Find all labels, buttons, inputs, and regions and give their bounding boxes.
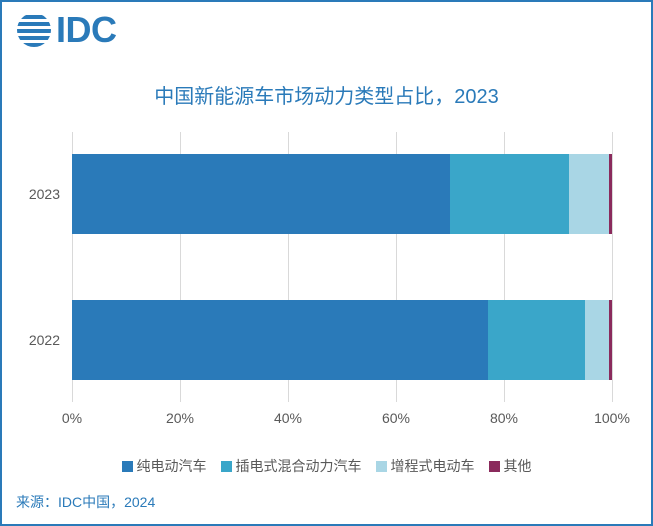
x-axis-tick: 20% (166, 402, 194, 426)
y-axis-label: 2022 (29, 332, 72, 348)
grid-line (612, 132, 613, 402)
legend-item: 增程式电动车 (376, 456, 475, 476)
bar-segment (450, 154, 569, 234)
legend-swatch (122, 461, 133, 472)
bar-segment (585, 300, 609, 380)
y-axis-label: 2023 (29, 186, 72, 202)
legend-item: 其他 (489, 456, 532, 476)
x-axis-tick: 80% (490, 402, 518, 426)
legend-swatch (489, 461, 500, 472)
chart-frame: IDC 中国新能源车市场动力类型占比，2023 0%20%40%60%80%10… (0, 0, 653, 526)
idc-logo: IDC (16, 12, 117, 48)
x-axis-tick: 60% (382, 402, 410, 426)
bar-segment (609, 154, 612, 234)
legend-item: 插电式混合动力汽车 (221, 456, 362, 476)
bar-segment (72, 154, 450, 234)
bar-row (72, 154, 612, 234)
legend-label: 纯电动汽车 (137, 456, 207, 476)
x-axis-tick: 40% (274, 402, 302, 426)
legend-label: 增程式电动车 (391, 456, 475, 476)
chart-plot-area: 0%20%40%60%80%100%20232022 (72, 132, 612, 402)
bar-segment (488, 300, 585, 380)
bar-segment (609, 300, 612, 380)
legend-item: 纯电动汽车 (122, 456, 207, 476)
idc-logo-icon (16, 12, 52, 48)
legend-label: 插电式混合动力汽车 (236, 456, 362, 476)
chart-title: 中国新能源车市场动力类型占比，2023 (2, 80, 651, 109)
legend-swatch (221, 461, 232, 472)
legend-label: 其他 (504, 456, 532, 476)
idc-logo-text: IDC (56, 12, 117, 48)
bar-segment (72, 300, 488, 380)
x-axis-tick: 0% (62, 402, 82, 426)
source-attribution: 来源：IDC中国，2024 (16, 492, 155, 512)
chart-legend: 纯电动汽车 插电式混合动力汽车 增程式电动车 其他 (2, 456, 651, 476)
bar-segment (569, 154, 610, 234)
x-axis-tick: 100% (594, 402, 630, 426)
bar-row (72, 300, 612, 380)
legend-swatch (376, 461, 387, 472)
